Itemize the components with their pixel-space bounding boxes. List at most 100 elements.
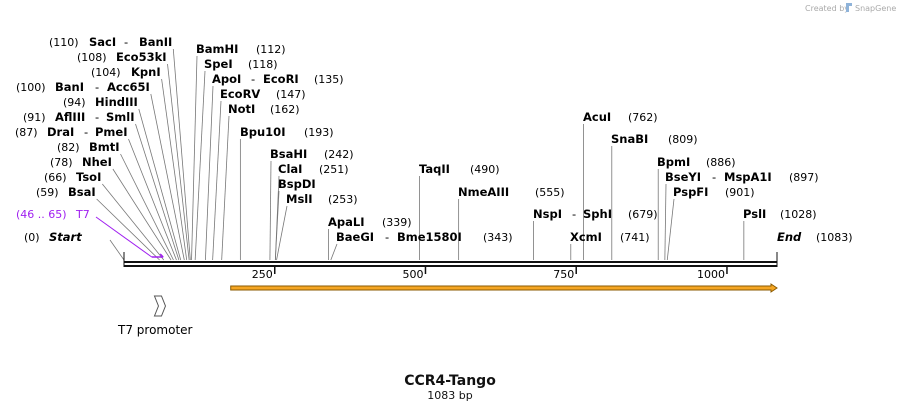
- backbone-strand-bottom: [124, 265, 777, 267]
- site-label[interactable]: MslI (253): [286, 192, 358, 206]
- plasmid-size: 1083 bp: [427, 389, 472, 402]
- primer-arrow: [151, 253, 164, 258]
- site-pos: (112): [256, 43, 286, 56]
- site-leader-line: [96, 198, 160, 261]
- site-label[interactable]: AcuI (762): [583, 110, 658, 124]
- site-leader-line: [212, 100, 222, 261]
- site-label[interactable]: BspDI: [278, 177, 316, 191]
- enzyme-name: BaeGI: [336, 230, 374, 244]
- enzyme-name: PspFI: [673, 185, 708, 199]
- site-pos: (91): [23, 111, 46, 124]
- site-label[interactable]: ClaI (251): [278, 162, 349, 176]
- enzyme-name: BsaHI: [270, 147, 307, 161]
- site-leader-line: [274, 190, 280, 261]
- site-label[interactable]: XcmI (741): [570, 230, 650, 244]
- site-pos: (108): [77, 51, 107, 64]
- site-label[interactable]: ApoI - EcoRI (135): [212, 72, 344, 86]
- site-label[interactable]: PslI (1028): [743, 207, 817, 221]
- svg-text:-: -: [95, 80, 99, 94]
- enzyme-name: MspA1I: [724, 170, 772, 184]
- feature-t7-promoter[interactable]: T7 promoter: [117, 295, 193, 337]
- site-label[interactable]: BseYI - MspA1I (897): [665, 170, 819, 184]
- enzyme-name: XcmI: [570, 230, 602, 244]
- enzyme-name: ApaLI: [328, 215, 365, 229]
- snapgene-logo-icon: [846, 3, 852, 12]
- site-label[interactable]: SpeI (118): [204, 57, 278, 71]
- site-leader-line: [161, 78, 188, 261]
- site-pos: (110): [49, 36, 79, 49]
- site-leader-line: [150, 93, 185, 261]
- enzyme-name: MslI: [286, 192, 313, 206]
- start-text: Start: [49, 230, 82, 244]
- site-pos: (82): [57, 141, 80, 154]
- site-pos: (59): [36, 186, 59, 199]
- site-label[interactable]: (94) HindIII: [63, 95, 138, 109]
- site-pos: (94): [63, 96, 86, 109]
- enzyme-name: AcuI: [583, 110, 611, 124]
- site-leader-line: [172, 48, 191, 261]
- site-label[interactable]: TaqII (490): [419, 162, 500, 176]
- enzyme-name: SmlI: [106, 110, 135, 124]
- site-leader-line: [128, 138, 177, 261]
- site-label[interactable]: (87) DraI - PmeI: [15, 125, 128, 139]
- enzyme-name: ClaI: [278, 162, 302, 176]
- enzyme-name: TsoI: [76, 170, 101, 184]
- enzyme-name: NmeAIII: [458, 185, 509, 199]
- site-label[interactable]: BpmI (886): [657, 155, 736, 169]
- enzyme-name: BanII: [139, 35, 172, 49]
- site-leader-line: [666, 198, 675, 261]
- site-leader-line: [167, 63, 190, 261]
- end-text: End: [777, 230, 802, 244]
- site-label[interactable]: PspFI (901): [673, 185, 755, 199]
- site-pos: (253): [328, 193, 358, 206]
- site-pos: (809): [668, 133, 698, 146]
- site-label[interactable]: (91) AflIII - SmlI: [23, 110, 135, 124]
- site-label[interactable]: EcoRV (147): [220, 87, 306, 101]
- site-label[interactable]: (59) BsaI: [36, 185, 96, 199]
- svg-text:-: -: [95, 110, 99, 124]
- site-label[interactable]: (100) BanI - Acc65I: [16, 80, 150, 94]
- site-pos: (193): [304, 126, 334, 139]
- enzyme-name: Bme1580I: [397, 230, 462, 244]
- site-label[interactable]: (104) KpnI: [91, 65, 161, 79]
- site-pos: (242): [324, 148, 354, 161]
- enzyme-name: Bpu10I: [240, 125, 285, 139]
- site-label[interactable]: NspI - SphI (679): [533, 207, 658, 221]
- enzyme-labels: (110) SacI - BanII (108) Eco53kI (104) K…: [15, 35, 819, 244]
- site-pos: (78): [50, 156, 73, 169]
- enzyme-name: NheI: [82, 155, 112, 169]
- enzyme-name: BspDI: [278, 177, 316, 191]
- site-leader-line: [204, 85, 214, 261]
- start-pos: (0): [24, 231, 40, 244]
- site-label[interactable]: (66) TsoI: [44, 170, 101, 184]
- site-pos: (66): [44, 171, 67, 184]
- orf-arrow[interactable]: [230, 283, 778, 293]
- ruler-tick-label: 750: [553, 268, 574, 281]
- feature-label: T7 promoter: [117, 323, 193, 337]
- site-label[interactable]: BamHI (112): [196, 42, 286, 56]
- site-label[interactable]: NotI (162): [228, 102, 300, 116]
- site-label[interactable]: SnaBI (809): [611, 132, 698, 146]
- site-label[interactable]: (82) BmtI: [57, 140, 120, 154]
- site-label[interactable]: (110) SacI - BanII: [49, 35, 172, 49]
- enzyme-name: BanI: [55, 80, 84, 94]
- site-pos: (490): [470, 163, 500, 176]
- enzyme-name: SphI: [583, 207, 612, 221]
- site-label[interactable]: NmeAIII (555): [458, 185, 565, 199]
- site-label[interactable]: BaeGI - Bme1580I (343): [336, 230, 513, 244]
- site-label[interactable]: BsaHI (242): [270, 147, 354, 161]
- site-leader-line: [191, 55, 198, 261]
- primer-t7[interactable]: (46 .. 65) T7: [16, 208, 164, 258]
- enzyme-name: SpeI: [204, 57, 233, 71]
- enzyme-name: Acc65I: [107, 80, 150, 94]
- ruler-tick-label: 250: [252, 268, 273, 281]
- enzyme-name: EcoRV: [220, 87, 260, 101]
- site-label[interactable]: (78) NheI: [50, 155, 112, 169]
- site-label[interactable]: ApaLI (339): [328, 215, 412, 229]
- enzyme-name: NspI: [533, 207, 562, 221]
- site-label[interactable]: (108) Eco53kI: [77, 50, 167, 64]
- start-leader-line: [109, 239, 125, 261]
- site-leader-line: [120, 153, 174, 261]
- site-label[interactable]: Bpu10I (193): [240, 125, 334, 139]
- enzyme-name: EcoRI: [263, 72, 299, 86]
